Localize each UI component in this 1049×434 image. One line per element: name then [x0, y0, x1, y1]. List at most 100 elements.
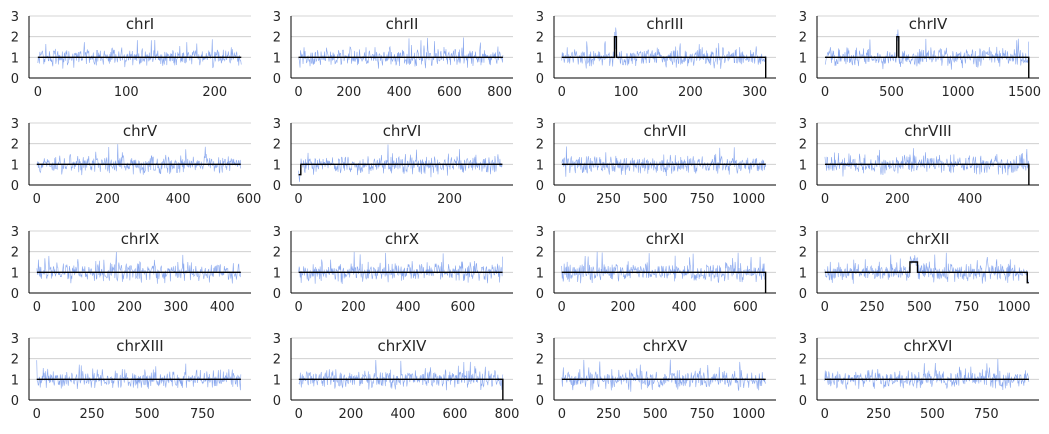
panel-title: chrXIV: [378, 337, 428, 355]
coverage-series: [561, 146, 767, 177]
y-tick-label: 3: [536, 10, 544, 25]
x-tick-label: 0: [33, 192, 41, 207]
coverage-series: [824, 148, 1030, 177]
panel-chrIV: 0 1 2 3 0 500 1000 1500 chrIV: [799, 10, 1041, 100]
x-tick-label: 750: [690, 192, 715, 207]
x-tick-label: 400: [210, 300, 235, 315]
x-tick-label: 200: [336, 85, 361, 100]
panel-title: chrII: [386, 15, 419, 33]
y-tick-label: 2: [799, 31, 807, 46]
coverage-series: [36, 360, 242, 391]
x-tick-label: 750: [190, 407, 215, 422]
x-tick-label: 0: [821, 407, 829, 422]
panel-chrVI: 0 1 2 3 0 100 200 chrVI: [273, 117, 513, 207]
panel-title: chrV: [123, 122, 158, 140]
y-tick-label: 0: [11, 287, 19, 302]
x-tick-label: 100: [71, 300, 96, 315]
coverage-series: [36, 144, 242, 176]
x-tick-label: 1000: [732, 407, 765, 422]
y-tick-label: 1: [799, 373, 807, 388]
y-tick-label: 1: [799, 266, 807, 281]
y-tick-label: 3: [273, 10, 281, 25]
x-tick-label: 1000: [732, 192, 765, 207]
y-tick-label: 0: [273, 72, 281, 87]
x-tick-label: 200: [95, 192, 120, 207]
x-tick-label: 750: [690, 407, 715, 422]
x-tick-label: 800: [495, 407, 520, 422]
y-tick-label: 2: [799, 138, 807, 153]
x-tick-label: 100: [362, 192, 387, 207]
x-tick-label: 250: [596, 407, 621, 422]
panel-title: chrI: [126, 15, 154, 33]
x-tick-label: 200: [341, 300, 366, 315]
y-tick-label: 0: [799, 72, 807, 87]
x-tick-label: 200: [885, 192, 910, 207]
y-tick-label: 0: [273, 179, 281, 194]
x-tick-label: 250: [860, 300, 885, 315]
panel-title: chrVIII: [904, 122, 951, 140]
y-tick-label: 1: [11, 51, 19, 66]
y-tick-label: 0: [11, 179, 19, 194]
x-tick-label: 500: [643, 192, 668, 207]
coverage-series: [36, 251, 242, 284]
x-tick-label: 400: [672, 300, 697, 315]
panel-chrX: 0 1 2 3 0 200 400 600 chrX: [273, 225, 513, 315]
panel-chrXIII: 0 1 2 3 0 250 500 750 chrXIII: [11, 332, 251, 422]
x-tick-label: 300: [742, 85, 767, 100]
x-tick-label: 200: [610, 300, 635, 315]
panel-title: chrIX: [121, 230, 160, 248]
y-tick-label: 3: [11, 117, 19, 132]
x-tick-label: 100: [114, 85, 139, 100]
panel-chrII: 0 1 2 3 0 200 400 600 800 chrII: [273, 10, 513, 100]
x-tick-label: 0: [558, 407, 566, 422]
x-tick-label: 0: [33, 407, 41, 422]
y-tick-label: 0: [536, 287, 544, 302]
y-tick-label: 2: [799, 353, 807, 368]
coverage-series: [824, 359, 1030, 391]
y-tick-label: 0: [799, 394, 807, 409]
x-tick-label: 0: [295, 407, 303, 422]
panel-chrXV: 0 1 2 3 0 250 500 750 1000 chrXV: [536, 332, 776, 422]
x-tick-label: 0: [558, 192, 566, 207]
y-tick-label: 0: [799, 179, 807, 194]
coverage-series: [561, 359, 766, 392]
x-tick-label: 500: [879, 85, 904, 100]
x-tick-label: 750: [954, 300, 979, 315]
y-tick-label: 3: [799, 332, 807, 347]
y-tick-label: 2: [11, 353, 19, 368]
x-tick-label: 0: [558, 300, 566, 315]
y-tick-label: 1: [273, 158, 281, 173]
coverage-series: [298, 251, 503, 284]
coverage-series: [298, 360, 504, 391]
panel-title: chrVI: [383, 122, 422, 140]
y-tick-label: 1: [11, 158, 19, 173]
y-tick-label: 1: [536, 158, 544, 173]
copy-number-series: [298, 378, 504, 400]
y-tick-label: 3: [273, 332, 281, 347]
x-tick-label: 600: [733, 300, 758, 315]
coverage-series: [824, 29, 1030, 70]
x-tick-label: 200: [338, 407, 363, 422]
panel-chrXVI: 0 1 2 3 0 250 500 750 chrXVI: [799, 332, 1039, 422]
x-tick-label: 400: [390, 407, 415, 422]
y-tick-label: 0: [11, 72, 19, 87]
y-tick-label: 3: [536, 225, 544, 240]
y-tick-label: 3: [11, 332, 19, 347]
x-tick-label: 200: [202, 85, 227, 100]
y-tick-label: 3: [273, 117, 281, 132]
panel-chrI: 0 1 2 3 0 100 200 chrI: [11, 10, 251, 100]
panel-title: chrXII: [906, 230, 949, 248]
y-tick-label: 2: [273, 246, 281, 261]
y-tick-label: 3: [11, 225, 19, 240]
y-tick-label: 3: [799, 225, 807, 240]
coverage-series: [298, 144, 503, 182]
x-tick-label: 400: [396, 300, 421, 315]
y-tick-label: 1: [536, 266, 544, 281]
x-tick-label: 0: [821, 300, 829, 315]
y-tick-label: 0: [11, 394, 19, 409]
x-tick-label: 500: [643, 407, 668, 422]
coverage-series: [37, 39, 242, 69]
y-tick-label: 2: [536, 138, 544, 153]
y-tick-label: 1: [273, 373, 281, 388]
panel-chrVII: 0 1 2 3 0 250 500 750 1000 chrVII: [536, 117, 776, 207]
